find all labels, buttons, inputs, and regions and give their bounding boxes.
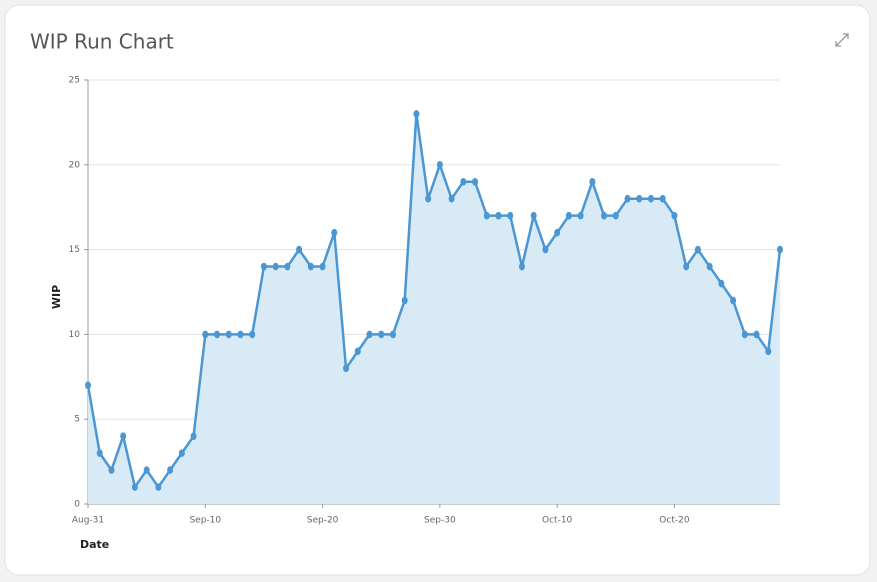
point: [190, 432, 197, 440]
point: [647, 194, 654, 203]
y-tick-label: 25: [69, 76, 80, 86]
point: [624, 194, 631, 203]
point: [706, 262, 713, 271]
point: [167, 466, 174, 474]
point: [425, 194, 432, 203]
point: [718, 279, 725, 288]
point: [483, 211, 490, 220]
y-tick-label: 15: [69, 245, 80, 255]
point: [577, 211, 584, 220]
point: [495, 211, 502, 220]
point: [343, 364, 350, 373]
point: [460, 177, 467, 186]
point: [178, 449, 185, 457]
expand-icon[interactable]: [835, 33, 849, 47]
x-tick-label: Sep-30: [424, 516, 456, 526]
point: [354, 347, 361, 356]
point: [612, 211, 619, 220]
x-tick-label: Oct-20: [659, 516, 690, 526]
point: [636, 194, 643, 203]
point: [331, 228, 338, 237]
point: [413, 110, 420, 118]
point: [730, 296, 737, 305]
x-axis-label: Date: [80, 538, 109, 551]
point: [565, 211, 572, 220]
point: [296, 245, 303, 254]
point: [85, 381, 91, 390]
point: [260, 262, 267, 271]
point: [237, 330, 244, 339]
point: [319, 262, 326, 271]
y-axis-label: WIP: [50, 285, 63, 309]
x-tick-label: Sep-10: [189, 516, 221, 526]
point: [401, 296, 408, 305]
point: [378, 330, 385, 339]
point: [214, 330, 221, 339]
point: [436, 161, 443, 169]
point: [589, 177, 596, 186]
point: [448, 194, 455, 203]
point: [225, 330, 232, 339]
point: [108, 466, 115, 474]
point: [131, 483, 138, 491]
x-tick-label: Oct-10: [542, 516, 573, 526]
point: [542, 245, 549, 254]
point: [694, 245, 701, 254]
point: [518, 262, 525, 271]
point: [249, 330, 256, 339]
point: [741, 330, 748, 339]
point: [765, 347, 772, 356]
y-tick-label: 0: [74, 500, 80, 510]
point: [120, 432, 127, 440]
point: [389, 330, 396, 339]
point: [272, 262, 279, 271]
point: [155, 483, 162, 491]
point: [202, 330, 209, 339]
x-tick-label: Sep-20: [307, 516, 339, 526]
point: [472, 177, 479, 186]
area: [88, 113, 780, 505]
point: [554, 228, 561, 237]
y-tick-label: 20: [69, 160, 81, 170]
point: [659, 194, 666, 203]
point: [530, 211, 537, 220]
chart-title: WIP Run Chart: [30, 30, 174, 54]
point: [96, 449, 103, 457]
y-tick-label: 5: [74, 415, 80, 425]
point: [683, 262, 690, 271]
point: [671, 211, 678, 220]
point: [507, 211, 514, 220]
point: [601, 211, 608, 220]
point: [307, 262, 314, 271]
x-tick-label: Aug-31: [72, 516, 104, 526]
point: [753, 330, 760, 339]
point: [777, 245, 783, 254]
point: [284, 262, 291, 271]
point: [366, 330, 373, 339]
point: [143, 466, 150, 474]
y-tick-label: 10: [69, 330, 81, 340]
